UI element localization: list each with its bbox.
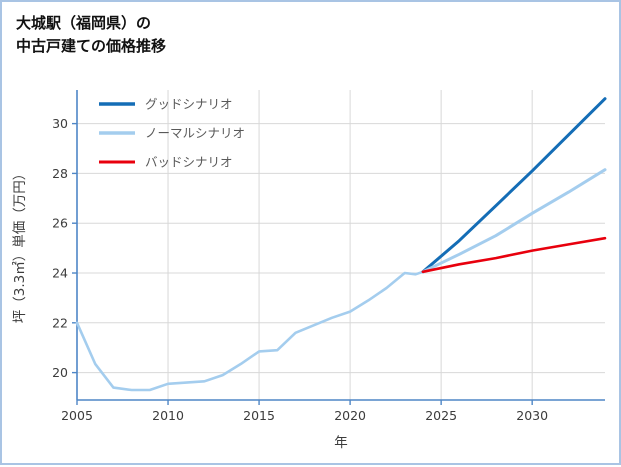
x-tick-label: 2010 xyxy=(152,408,184,423)
x-tick-label: 2015 xyxy=(243,408,275,423)
y-tick-label: 26 xyxy=(52,216,68,231)
legend-label: グッドシナリオ xyxy=(145,97,233,112)
series-line-実績 xyxy=(75,270,425,392)
y-tick-label: 24 xyxy=(52,266,68,281)
y-tick-label: 30 xyxy=(52,116,68,131)
legend-label: バッドシナリオ xyxy=(145,155,233,170)
chart-title-line2: 中古戸建ての価格推移 xyxy=(16,37,167,56)
series-line-グッドシナリオ xyxy=(421,97,607,274)
y-tick-label: 20 xyxy=(52,365,68,380)
x-axis-label: 年 xyxy=(334,435,348,451)
legend-label: ノーマルシナリオ xyxy=(145,126,245,141)
x-tick-label: 2030 xyxy=(516,408,548,423)
chart-title-line1: 大城駅（福岡県）の xyxy=(16,14,152,32)
y-axis-label: 坪（3.3㎡）単価（万円） xyxy=(12,167,28,323)
x-tick-label: 2005 xyxy=(61,408,93,423)
y-tick-label: 22 xyxy=(52,315,68,330)
chart-title: 大城駅（福岡県）の 中古戸建ての価格推移 xyxy=(16,12,166,59)
x-tick-label: 2020 xyxy=(334,408,366,423)
y-tick-label: 28 xyxy=(52,166,68,181)
x-tick-label: 2025 xyxy=(425,408,457,423)
series-line-バッドシナリオ xyxy=(421,236,607,274)
series-line-ノーマルシナリオ xyxy=(421,168,607,274)
